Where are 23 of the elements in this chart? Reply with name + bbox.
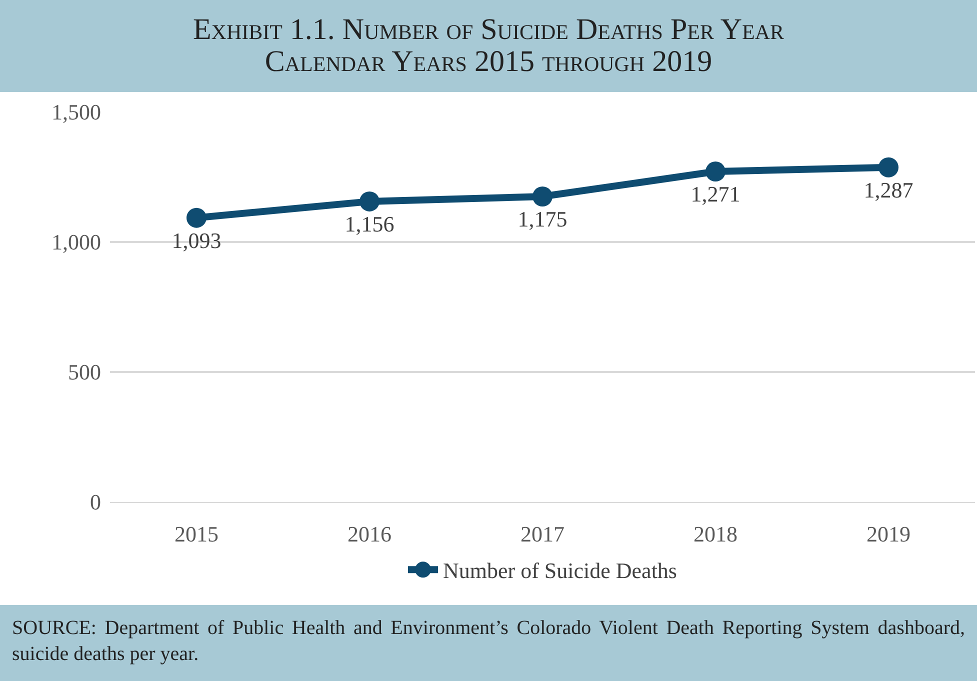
- x-tick-label: 2018: [694, 521, 738, 546]
- chart-title: Exhibit 1.1. Number of Suicide Deaths Per Year: [192, 13, 786, 46]
- point: [360, 191, 380, 212]
- data-label: 1,287: [864, 177, 914, 202]
- x-tick-label: 2019: [866, 521, 910, 546]
- x-tick-label: 2016: [348, 521, 392, 546]
- y-tick-label: 1,500: [52, 100, 101, 125]
- x-tick-label: 2017: [520, 521, 564, 546]
- y-tick-label: 500: [68, 360, 101, 385]
- point: [532, 186, 552, 206]
- point: [186, 208, 206, 228]
- data-label: 1,093: [172, 228, 222, 253]
- data-label: 1,271: [690, 182, 740, 207]
- y-tick-label: 1,000: [52, 230, 101, 255]
- y-tick-label: 0: [90, 490, 101, 515]
- point: [706, 162, 726, 182]
- data-label: 1,156: [344, 211, 394, 236]
- chart-subtitle: Calendar Years 2015 through 2019: [264, 45, 714, 78]
- data-label: 1,175: [518, 206, 568, 232]
- legend-label: Number of Suicide Deaths: [443, 558, 677, 584]
- source-note: SOURCE: Department of Public Health and Environment’s Colorado Violent Death Reporting System dashboard, suicide deaths per year.: [0, 605, 977, 681]
- x-tick-label: 2015: [174, 521, 218, 546]
- point: [878, 157, 898, 178]
